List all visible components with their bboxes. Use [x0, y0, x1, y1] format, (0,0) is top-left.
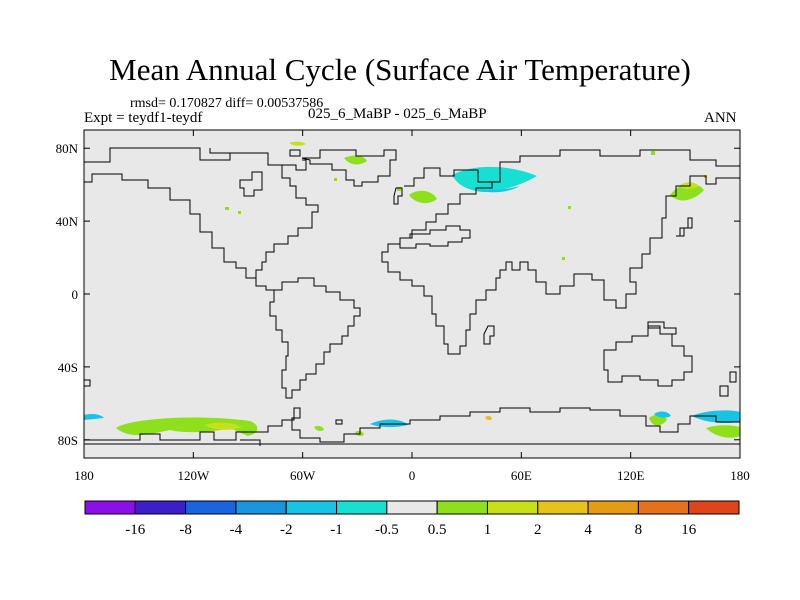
coastlines	[84, 147, 740, 446]
japan-coast	[676, 217, 693, 237]
hudson-bay	[239, 171, 263, 197]
colorbar-swatch	[587, 500, 639, 515]
x-tick-label: 180	[74, 468, 94, 483]
anomaly-speck-4	[562, 257, 565, 260]
colorbar-label: 2	[534, 522, 542, 538]
anomaly-antarctic-west-yellow	[205, 422, 242, 430]
colorbar-label: 16	[681, 522, 697, 538]
anomaly-scandinavia-green	[409, 190, 437, 204]
colorbar-swatch	[336, 500, 388, 515]
colorbar-label: 4	[584, 522, 592, 538]
anomaly-arctic-cyan	[452, 166, 537, 192]
colorbar: -16 -8 -4 -2 -1 -0.5 0.5 1 2 4 8 16	[84, 500, 740, 538]
colorbar-label: -1	[330, 522, 343, 538]
y-tick-label: 0	[72, 287, 79, 302]
case-comparison-label: 025_6_MaBP - 025_6_MaBP	[308, 106, 487, 122]
season-label: ANN	[704, 110, 737, 126]
anomaly-greenland-north-yellow	[289, 141, 306, 146]
experiment-label: Expt = teydf1-teydf	[84, 110, 203, 126]
anomaly-greenland-green	[344, 155, 367, 165]
colorbar-label: 1	[484, 522, 492, 538]
central-america-coast	[246, 277, 274, 291]
mediterranean-coast	[399, 225, 471, 249]
colorbar-label: 0.5	[428, 522, 447, 538]
map-background	[84, 130, 740, 458]
colorbar-swatch	[185, 500, 237, 515]
anomaly-speck-8	[334, 178, 337, 181]
antarctica-inner	[84, 439, 740, 446]
europe-africa-coast	[381, 167, 740, 355]
colorbar-swatch	[235, 500, 287, 515]
colorbar-swatch	[285, 500, 338, 515]
y-tick-label: 40S	[58, 360, 78, 375]
asia-north-coast	[492, 149, 740, 183]
x-tick-label: 0	[409, 468, 416, 483]
anomaly-antarctic-west-green	[116, 417, 258, 436]
new-guinea-coast	[647, 321, 677, 335]
x-tick-label: 60E	[511, 468, 532, 483]
antarctica-coast	[84, 407, 740, 443]
anomaly-antarctic-east-green	[706, 425, 740, 438]
y-tick-label: 80S	[58, 433, 78, 448]
colorbar-label: -4	[230, 522, 243, 538]
colorbar-label: -0.5	[375, 522, 399, 538]
new-zealand-coast	[719, 371, 737, 397]
madagascar-coast	[483, 325, 495, 345]
south-america-coast	[269, 277, 361, 399]
x-tick-label: 120W	[177, 468, 210, 483]
colorbar-swatch	[84, 500, 136, 515]
anomaly-arctic-cyan-edge	[470, 186, 520, 193]
anomaly-fills	[84, 141, 740, 438]
colorbar-label: -8	[179, 522, 192, 538]
colorbar-swatch	[386, 500, 438, 515]
arctic-islands	[209, 148, 307, 171]
anomaly-speck-5	[651, 151, 655, 155]
x-tick-label: 180	[730, 468, 750, 483]
colorbar-label: -2	[280, 522, 293, 538]
australia-coast	[603, 325, 693, 387]
greenland-coast	[301, 149, 397, 187]
colorbar-swatch	[688, 500, 740, 515]
y-tick-label: 80N	[56, 141, 79, 156]
colorbar-label: -16	[125, 522, 145, 538]
rmsd-diff-stats: rmsd= 0.170827 diff= 0.00537586	[130, 96, 324, 111]
anomaly-siberia-green	[670, 183, 704, 201]
anomaly-ross-cyan	[654, 411, 671, 418]
anomaly-small-orange	[485, 415, 492, 421]
colorbar-swatch	[486, 500, 539, 515]
uk-coast	[393, 187, 403, 205]
y-axis: 80N 40N 0 40S 80S	[56, 141, 740, 448]
x-axis: 180 120W 60W 0 60E 120E 180	[74, 130, 750, 483]
anomaly-antarctic-far-west-cyan	[84, 414, 104, 420]
plot-title: Mean Annual Cycle (Surface Air Temperatu…	[109, 52, 691, 87]
anomaly-speck-2	[238, 211, 241, 214]
colorbar-label: 8	[635, 522, 643, 538]
x-tick-label: 60W	[290, 468, 316, 483]
anomaly-speck-3	[568, 206, 571, 209]
south-atlantic-islands	[84, 379, 343, 425]
colorbar-swatch	[134, 500, 187, 515]
colorbar-swatch	[637, 500, 690, 515]
anomaly-small-green-1	[314, 426, 324, 431]
colorbar-swatch	[436, 500, 488, 515]
x-tick-label: 120E	[617, 468, 645, 483]
anomaly-speck-1	[225, 207, 229, 210]
north-america-coast	[84, 147, 319, 279]
colorbar-swatch	[537, 500, 589, 515]
y-tick-label: 40N	[56, 214, 79, 229]
